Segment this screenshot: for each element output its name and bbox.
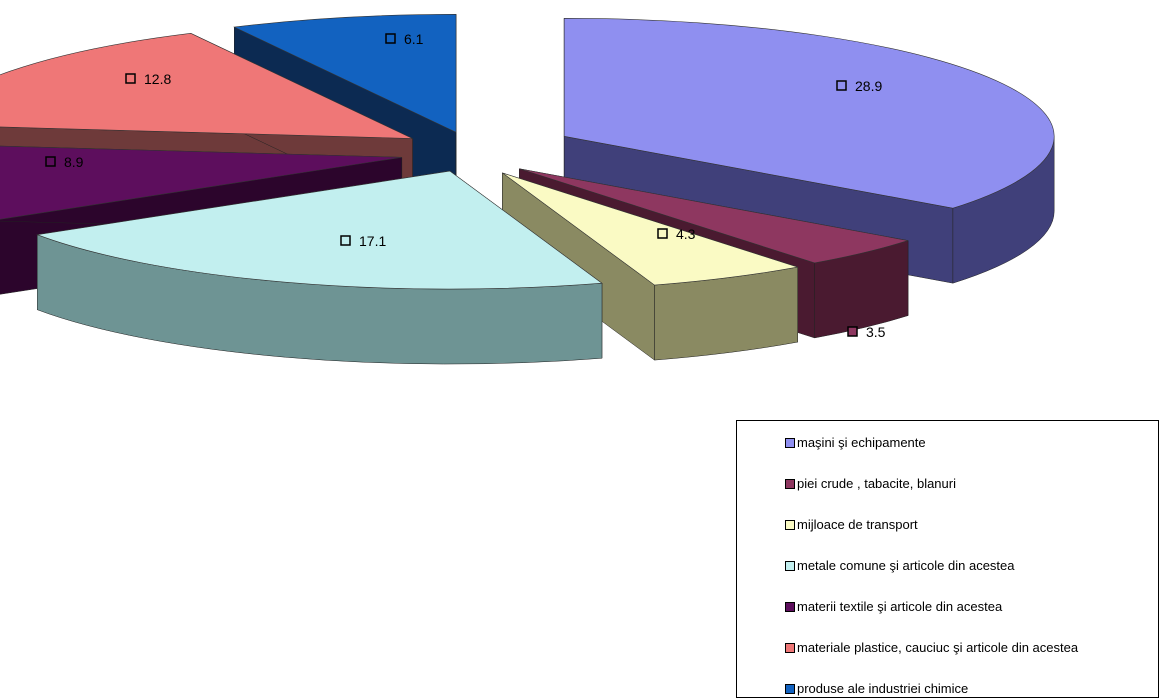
legend-item: materii textile şi articole din acestea [785, 599, 1002, 614]
legend-swatch [785, 683, 795, 694]
data-label-marker [385, 33, 396, 44]
legend-label: mijloace de transport [797, 517, 918, 532]
data-label: 4.3 [657, 226, 696, 242]
legend-swatch [785, 478, 795, 489]
data-label: 3.5 [847, 324, 886, 340]
slice-top [233, 14, 457, 133]
slice-top [563, 18, 1055, 209]
slice-top [502, 172, 798, 286]
slice-top [36, 170, 603, 290]
legend-item: maşini şi echipamente [785, 435, 926, 450]
chart-legend: maşini şi echipamente piei crude , tabaci… [736, 420, 1159, 698]
data-label: 28.9 [836, 78, 882, 94]
data-label-text: 6.1 [404, 31, 424, 47]
data-label-text: 17.1 [359, 233, 386, 249]
data-label-text: 8.9 [64, 154, 84, 170]
legend-swatch [785, 642, 795, 653]
legend-item: metale comune şi articole din acestea [785, 558, 1015, 573]
data-label-text: 4.3 [676, 226, 696, 242]
legend-swatch [785, 601, 795, 612]
legend-label: materii textile şi articole din acestea [797, 599, 1003, 614]
data-label-text: 3.5 [866, 324, 886, 340]
legend-label: metale comune şi articole din acestea [797, 558, 1015, 573]
legend-label: materiale plastice, cauciuc şi articole … [797, 640, 1079, 655]
legend-swatch [785, 560, 795, 571]
legend-label: piei crude , tabacite, blanuri [797, 476, 956, 491]
data-label-marker [847, 326, 858, 337]
data-label-marker [125, 73, 136, 84]
data-label-marker [657, 228, 668, 239]
data-label: 12.8 [125, 71, 171, 87]
legend-item: mijloace de transport [785, 517, 918, 532]
data-label: 6.1 [385, 31, 424, 47]
legend-swatch [785, 437, 795, 448]
slice-top [0, 145, 402, 220]
legend-label: produse ale industriei chimice [797, 681, 969, 696]
legend-item: produse ale industriei chimice [785, 681, 968, 696]
legend-swatch [785, 519, 795, 530]
data-label: 17.1 [340, 233, 386, 249]
data-label: 8.9 [45, 154, 84, 170]
data-label-marker [340, 235, 351, 246]
legend-label: maşini şi echipamente [797, 435, 926, 450]
data-label-marker [836, 80, 847, 91]
data-label-text: 12.8 [144, 71, 171, 87]
pie-slice [36, 170, 603, 365]
data-label-text: 28.9 [855, 78, 882, 94]
legend-item: piei crude , tabacite, blanuri [785, 476, 956, 491]
data-label-marker [45, 156, 56, 167]
legend-item: materiale plastice, cauciuc şi articole … [785, 640, 1078, 655]
slice-top [0, 32, 413, 139]
pie-slice [502, 172, 798, 361]
slice-top [519, 168, 909, 264]
